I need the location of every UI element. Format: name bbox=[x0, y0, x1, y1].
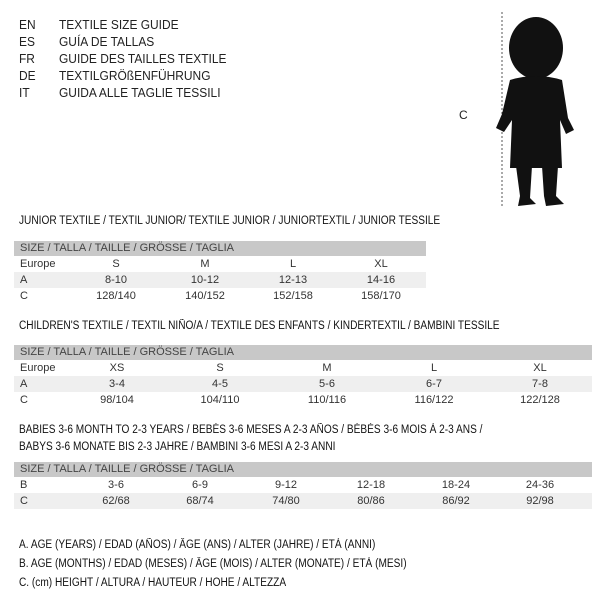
table-cell: 12-18 bbox=[356, 479, 386, 491]
table-cell: 7-8 bbox=[532, 378, 548, 390]
table-cell: 9-12 bbox=[274, 479, 298, 491]
children-title: CHILDREN'S TEXTILE / TEXTIL NIÑO/A / TEX… bbox=[19, 320, 500, 332]
table-cell: 3-4 bbox=[109, 378, 125, 390]
language-title: GUÍA DE TALLAS bbox=[59, 34, 155, 49]
table-cell: 152/158 bbox=[273, 290, 313, 302]
child-figure: C bbox=[440, 8, 580, 213]
row-label: C bbox=[20, 290, 28, 302]
table-cell: 4-5 bbox=[212, 378, 228, 390]
size-header-row: SIZE / TALLA / TAILLE / GRÖSSE / TAGLIA bbox=[14, 345, 592, 360]
table-cell: M bbox=[322, 362, 332, 374]
table-cell: 98/104 bbox=[100, 394, 134, 406]
table-cell: L bbox=[289, 258, 297, 270]
size-header-row: SIZE / TALLA / TAILLE / GRÖSSE / TAGLIA bbox=[14, 241, 426, 256]
language-title: GUIDE DES TAILLES TEXTILE bbox=[59, 51, 227, 66]
table-cell: 18-24 bbox=[441, 479, 471, 491]
size-header: SIZE / TALLA / TAILLE / GRÖSSE / TAGLIA bbox=[20, 346, 234, 358]
language-code: IT bbox=[19, 85, 30, 100]
table-cell: 6-9 bbox=[192, 479, 208, 491]
table-cell: S bbox=[112, 258, 120, 270]
table-row: Europe XS S M L XL bbox=[14, 360, 592, 376]
table-cell: 62/68 bbox=[102, 495, 130, 507]
table-cell: 8-10 bbox=[104, 274, 128, 286]
size-header-row: SIZE / TALLA / TAILLE / GRÖSSE / TAGLIA bbox=[14, 462, 592, 477]
row-label: Europe bbox=[20, 258, 56, 270]
language-title: TEXTILE SIZE GUIDE bbox=[59, 17, 179, 32]
size-header: SIZE / TALLA / TAILLE / GRÖSSE / TAGLIA bbox=[20, 463, 234, 475]
table-row: C 98/104 104/110 110/116 116/122 122/128 bbox=[14, 392, 592, 408]
table-cell: 10-12 bbox=[190, 274, 220, 286]
table-row: C 128/140 140/152 152/158 158/170 bbox=[14, 288, 426, 304]
child-silhouette-icon bbox=[496, 12, 574, 206]
language-title: GUIDA ALLE TAGLIE TESSILI bbox=[59, 85, 221, 100]
row-label: Europe bbox=[20, 362, 56, 374]
table-cell: 80/86 bbox=[357, 495, 385, 507]
babies-size-table: SIZE / TALLA / TAILLE / GRÖSSE / TAGLIA B… bbox=[14, 462, 592, 509]
table-cell: 68/74 bbox=[186, 495, 214, 507]
language-title: TEXTILGRÖßENFÜHRUNG bbox=[59, 68, 211, 83]
table-cell: 6-7 bbox=[426, 378, 442, 390]
table-row: B 3-6 6-9 9-12 12-18 18-24 24-36 bbox=[14, 477, 592, 493]
table-cell: 92/98 bbox=[526, 495, 554, 507]
row-label: C bbox=[20, 495, 28, 507]
table-cell: M bbox=[200, 258, 210, 270]
table-cell: XL bbox=[374, 258, 388, 270]
table-cell: 24-36 bbox=[525, 479, 555, 491]
size-header: SIZE / TALLA / TAILLE / GRÖSSE / TAGLIA bbox=[20, 242, 234, 254]
row-label: B bbox=[20, 479, 28, 491]
table-row: A 8-10 10-12 12-13 14-16 bbox=[14, 272, 426, 288]
table-cell: 86/92 bbox=[442, 495, 470, 507]
legend-a: A. AGE (YEARS) / EDAD (AÑOS) / ÂGE (ANS)… bbox=[19, 539, 376, 551]
legend-c: C. (cm) HEIGHT / ALTURA / HAUTEUR / HÖHE… bbox=[19, 577, 287, 589]
legend-b: B. AGE (MONTHS) / EDAD (MESES) / ÂGE (MO… bbox=[19, 558, 407, 570]
table-cell: 158/170 bbox=[361, 290, 401, 302]
babies-title-line2: BABYS 3-6 MONATE BIS 2-3 JAHRE / BAMBINI… bbox=[19, 441, 336, 453]
table-cell: 110/116 bbox=[307, 394, 347, 406]
row-label: A bbox=[20, 274, 28, 286]
table-cell: 5-6 bbox=[319, 378, 335, 390]
table-cell: 122/128 bbox=[520, 394, 560, 406]
language-code: DE bbox=[19, 68, 36, 83]
language-code: FR bbox=[19, 51, 35, 66]
table-cell: XS bbox=[109, 362, 125, 374]
table-cell: 3-6 bbox=[108, 479, 124, 491]
table-cell: 14-16 bbox=[366, 274, 396, 286]
language-code: EN bbox=[19, 17, 36, 32]
babies-title-line1: BABIES 3-6 MONTH TO 2-3 YEARS / BEBÉS 3-… bbox=[19, 424, 483, 436]
table-cell: 104/110 bbox=[200, 394, 240, 406]
table-cell: XL bbox=[533, 362, 547, 374]
table-cell: 74/80 bbox=[272, 495, 300, 507]
children-size-table: SIZE / TALLA / TAILLE / GRÖSSE / TAGLIA E… bbox=[14, 345, 592, 408]
table-cell: S bbox=[216, 362, 224, 374]
table-cell: 12-13 bbox=[278, 274, 308, 286]
table-row: C 62/68 68/74 74/80 80/86 86/92 92/98 bbox=[14, 493, 592, 509]
table-row: A 3-4 4-5 5-6 6-7 7-8 bbox=[14, 376, 592, 392]
table-cell: 140/152 bbox=[185, 290, 225, 302]
table-cell: 116/122 bbox=[414, 394, 454, 406]
junior-title: JUNIOR TEXTILE / TEXTIL JUNIOR/ TEXTILE … bbox=[19, 215, 441, 227]
row-label: C bbox=[20, 394, 28, 406]
language-code: ES bbox=[19, 34, 35, 49]
measure-label: C bbox=[459, 108, 468, 122]
row-label: A bbox=[20, 378, 28, 390]
junior-size-table: SIZE / TALLA / TAILLE / GRÖSSE / TAGLIA E… bbox=[14, 241, 426, 304]
table-row: Europe S M L XL bbox=[14, 256, 426, 272]
table-cell: 128/140 bbox=[96, 290, 136, 302]
table-cell: L bbox=[430, 362, 438, 374]
